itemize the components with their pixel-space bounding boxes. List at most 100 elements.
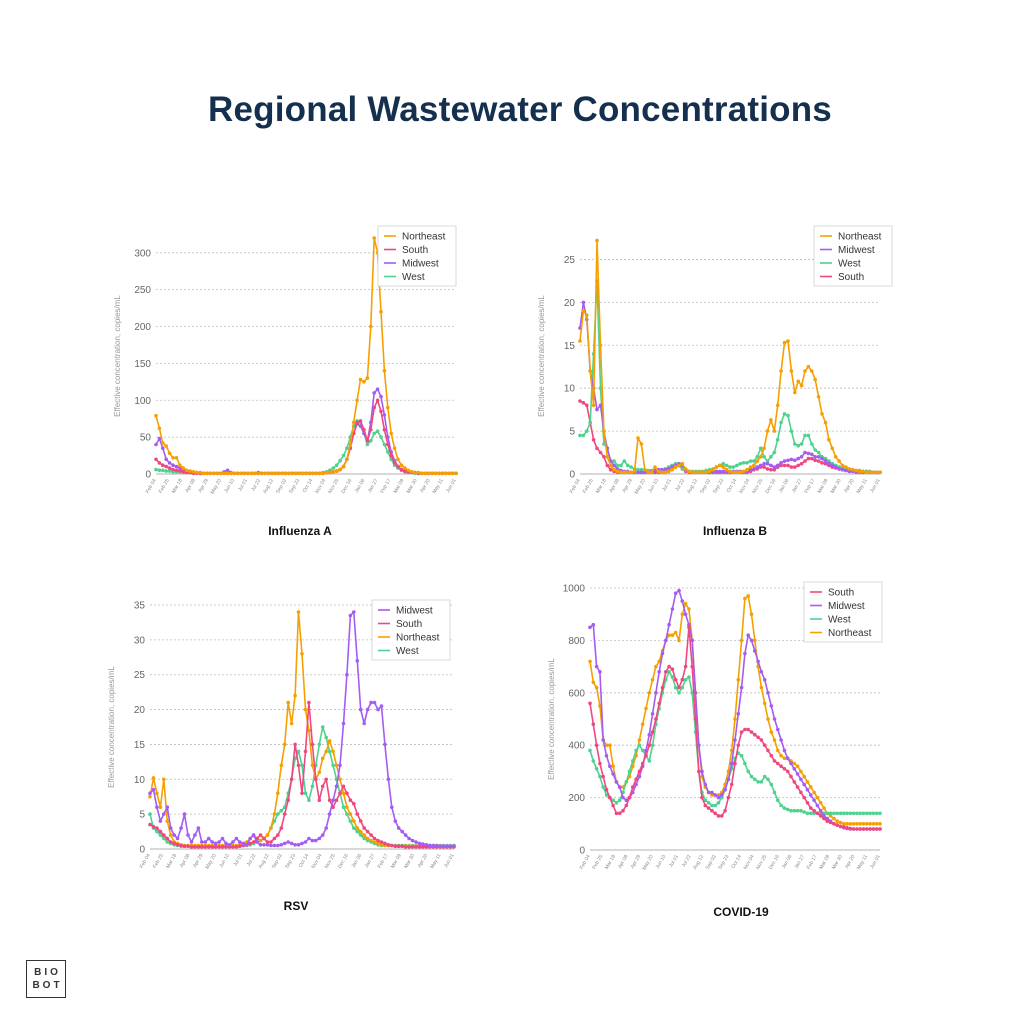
data-point xyxy=(413,470,417,475)
data-point xyxy=(172,841,176,846)
data-point xyxy=(317,836,322,841)
data-point xyxy=(637,743,642,747)
data-point xyxy=(604,753,609,758)
data-point xyxy=(168,826,173,830)
data-point xyxy=(748,467,753,472)
data-point xyxy=(372,700,377,705)
data-point xyxy=(625,463,630,468)
data-point xyxy=(848,822,853,826)
data-point xyxy=(833,465,838,469)
biobot-logo: BIO BOT xyxy=(26,960,66,998)
data-point xyxy=(155,805,159,809)
data-point xyxy=(855,822,859,826)
data-point xyxy=(598,343,603,348)
data-point xyxy=(845,825,849,830)
data-point xyxy=(617,785,622,789)
data-point xyxy=(851,822,856,826)
data-point xyxy=(779,461,783,465)
data-point xyxy=(851,811,856,816)
data-point xyxy=(355,659,360,663)
data-point xyxy=(341,721,346,726)
data-point xyxy=(186,833,190,837)
data-point xyxy=(203,840,208,844)
data-point xyxy=(276,791,280,795)
data-point xyxy=(296,763,301,768)
data-point xyxy=(255,840,259,844)
data-point xyxy=(379,704,384,708)
data-point xyxy=(700,795,704,800)
x-tick-label: Feb 25 xyxy=(158,478,171,495)
data-point xyxy=(631,759,635,763)
x-tick-label: Apr 29 xyxy=(621,478,634,494)
data-point xyxy=(604,793,609,797)
data-point xyxy=(317,471,322,476)
data-point xyxy=(776,748,780,753)
data-point xyxy=(766,748,770,753)
data-point xyxy=(769,463,773,468)
data-point xyxy=(624,803,629,808)
data-point xyxy=(755,455,760,459)
data-point xyxy=(585,403,589,408)
data-point xyxy=(639,470,644,475)
data-point xyxy=(238,844,242,848)
data-point xyxy=(813,455,817,459)
data-point xyxy=(636,470,640,475)
data-point xyxy=(151,776,156,780)
data-point xyxy=(871,811,876,816)
data-point xyxy=(365,829,370,834)
data-point xyxy=(198,470,203,475)
data-point xyxy=(365,439,370,443)
series-line-midwest xyxy=(155,388,456,475)
chart-svg-influenza-a: 0 50 100 150 200 250 300 Effective concentratio… xyxy=(113,225,458,495)
data-point xyxy=(270,471,274,476)
data-point xyxy=(386,450,390,454)
data-point xyxy=(414,840,418,844)
y-tick-label: 1000 xyxy=(563,584,586,595)
chart-covid-19: 0 200 400 600 800 1000 Effective concentration… xyxy=(540,578,920,898)
data-point xyxy=(746,727,750,732)
data-point xyxy=(680,461,685,466)
y-axis-label: Effective concentration, copies/mL xyxy=(537,295,546,417)
data-point xyxy=(225,468,230,473)
data-point xyxy=(629,470,633,475)
data-point xyxy=(799,769,803,774)
x-tick-label: May 11 xyxy=(855,478,868,495)
data-point xyxy=(434,843,439,848)
data-point xyxy=(615,467,620,471)
data-point xyxy=(272,836,277,841)
data-point xyxy=(241,841,246,846)
y-tick-label: 20 xyxy=(564,298,576,309)
data-point xyxy=(234,845,239,849)
data-point xyxy=(161,463,165,467)
data-point xyxy=(799,461,804,466)
data-point xyxy=(407,836,411,841)
data-point xyxy=(581,433,586,438)
chart-rsv: 0 5 10 15 20 25 30 35 Effective concentration, c… xyxy=(100,595,480,895)
data-point xyxy=(581,401,586,405)
series-northeast xyxy=(578,238,882,475)
series-line-south xyxy=(589,626,880,830)
data-point xyxy=(868,822,872,826)
data-point xyxy=(396,464,400,469)
data-point xyxy=(820,412,824,416)
data-point xyxy=(793,390,797,395)
data-point xyxy=(703,803,708,808)
data-point xyxy=(282,812,287,816)
legend: Northeast Midwest West South xyxy=(813,225,893,287)
data-point xyxy=(842,822,846,826)
data-point xyxy=(724,467,729,472)
data-point xyxy=(594,743,599,747)
data-point xyxy=(785,807,790,812)
data-point xyxy=(619,463,623,468)
x-tick-label: Mar 09 xyxy=(817,478,830,495)
data-point xyxy=(601,774,605,779)
x-tick-label: Jul 22 xyxy=(674,478,686,493)
data-point xyxy=(779,753,783,758)
data-point xyxy=(776,761,780,766)
data-point xyxy=(585,429,589,433)
data-point xyxy=(324,735,328,740)
data-point xyxy=(390,805,394,809)
x-tick-label: Dec 16 xyxy=(768,854,781,871)
x-tick-label: Jun 01 xyxy=(443,853,456,869)
data-point xyxy=(789,465,794,469)
